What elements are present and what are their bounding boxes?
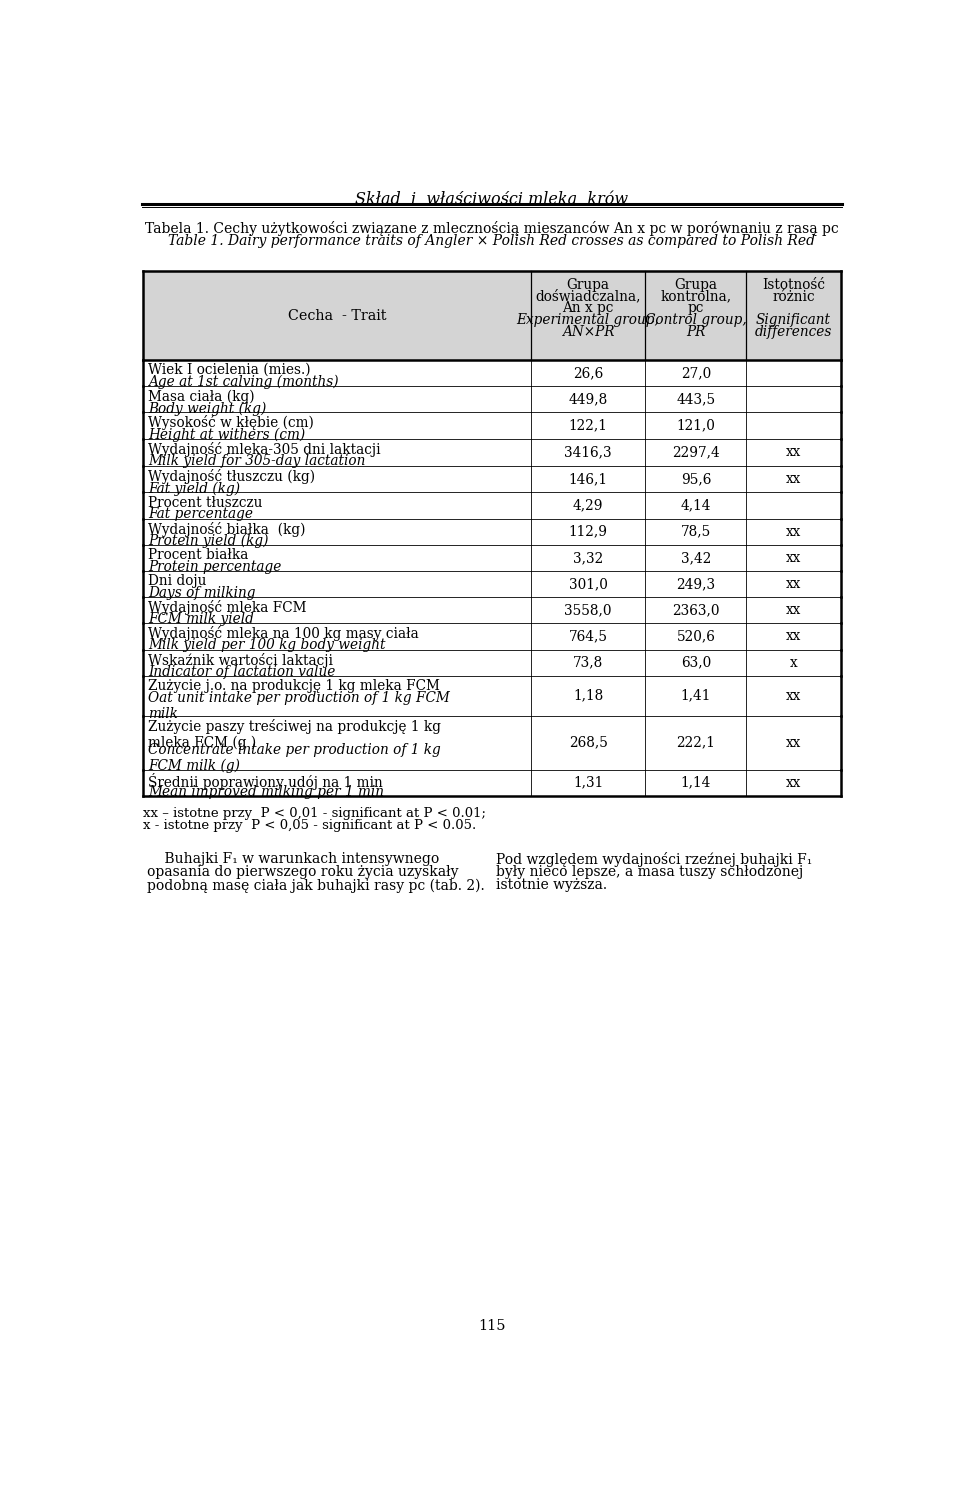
Text: 1,31: 1,31 [573, 775, 603, 790]
Text: xx: xx [786, 629, 801, 644]
Text: Średnii poprawiony udój na 1 min: Średnii poprawiony udój na 1 min [148, 772, 383, 790]
Text: 95,6: 95,6 [681, 473, 711, 486]
Text: Protein yield (kg): Protein yield (kg) [148, 534, 269, 548]
Text: Wydajność mleka FCM: Wydajność mleka FCM [148, 600, 306, 616]
Text: 4,14: 4,14 [681, 498, 711, 513]
Text: 3416,3: 3416,3 [564, 445, 612, 459]
Text: Oat unit intake per production of 1 kg FCM
milk: Oat unit intake per production of 1 kg F… [148, 691, 450, 721]
Text: FCM milk yield: FCM milk yield [148, 613, 253, 626]
Text: Grupa: Grupa [566, 277, 610, 292]
Text: 1,41: 1,41 [681, 689, 711, 703]
Text: PR: PR [686, 325, 706, 339]
Text: xx: xx [786, 576, 801, 591]
Text: 3558,0: 3558,0 [564, 604, 612, 617]
Text: Zużycie paszy treściwej na produkcję 1 kg
mleka FCM (g ): Zużycie paszy treściwej na produkcję 1 k… [148, 719, 441, 751]
Text: Wskaźnik wartości laktacji: Wskaźnik wartości laktacji [148, 653, 333, 668]
Text: xx: xx [786, 551, 801, 564]
Text: 449,8: 449,8 [568, 393, 608, 406]
Text: Masa ciała (kg): Masa ciała (kg) [148, 390, 254, 403]
Text: Cecha  - Trait: Cecha - Trait [288, 309, 386, 322]
Text: 520,6: 520,6 [677, 629, 715, 644]
Text: 2363,0: 2363,0 [672, 604, 720, 617]
Text: Table 1. Dairy performance traits of Angler × Polish Red crosses as compared to : Table 1. Dairy performance traits of Ang… [169, 235, 815, 248]
Text: differences: differences [755, 325, 832, 339]
Text: Indicator of lactation value: Indicator of lactation value [148, 665, 335, 679]
Text: xx: xx [786, 525, 801, 539]
Text: Wydajność białka  (kg): Wydajność białka (kg) [148, 522, 305, 537]
Text: x - istotne przy  P < 0,05 - significant at P < 0.05.: x - istotne przy P < 0,05 - significant … [143, 819, 476, 832]
Text: opasania do pierwszego roku życia uzyskały: opasania do pierwszego roku życia uzyska… [147, 865, 459, 879]
Text: Istotność: Istotność [762, 277, 825, 292]
Text: Days of milking: Days of milking [148, 585, 255, 600]
Text: Wydajność mleka na 100 kg masy ciała: Wydajność mleka na 100 kg masy ciała [148, 626, 419, 641]
Text: Milk yield for 305-day lactation: Milk yield for 305-day lactation [148, 453, 365, 468]
Text: xx: xx [786, 775, 801, 790]
Text: 63,0: 63,0 [681, 656, 711, 670]
Text: x: x [790, 656, 798, 670]
Text: 115: 115 [478, 1318, 506, 1332]
Text: 301,0: 301,0 [568, 576, 608, 591]
Text: 443,5: 443,5 [676, 393, 715, 406]
Text: Fat percentage: Fat percentage [148, 507, 252, 521]
Text: 3,32: 3,32 [573, 551, 603, 564]
Text: Procent tłuszczu: Procent tłuszczu [148, 495, 262, 510]
Text: Buhajki F₁ w warunkach intensywnego: Buhajki F₁ w warunkach intensywnego [147, 852, 440, 865]
Text: Experimental group,: Experimental group, [516, 313, 660, 328]
Text: 112,9: 112,9 [568, 525, 608, 539]
Text: 4,29: 4,29 [573, 498, 603, 513]
Text: Age at 1st calving (months): Age at 1st calving (months) [148, 375, 339, 390]
Bar [143, 271, 841, 360]
Text: 27,0: 27,0 [681, 366, 711, 381]
Text: doświadczalna,: doświadczalna, [536, 289, 641, 304]
Text: 122,1: 122,1 [568, 418, 608, 432]
Text: xx: xx [786, 689, 801, 703]
Text: Mean improved milking per 1 min: Mean improved milking per 1 min [148, 784, 384, 799]
Text: Concentrate intake per production of 1 kg
FCM milk (g): Concentrate intake per production of 1 k… [148, 742, 441, 774]
Text: Wysokość w kłębie (cm): Wysokość w kłębie (cm) [148, 415, 314, 430]
Text: xx: xx [786, 473, 801, 486]
Text: kontrolna,: kontrolna, [660, 289, 732, 304]
Text: 1,14: 1,14 [681, 775, 711, 790]
Text: Wydajność mleka-305 dni laktacji: Wydajność mleka-305 dni laktacji [148, 441, 380, 456]
Text: 2297,4: 2297,4 [672, 445, 720, 459]
Text: xx: xx [786, 736, 801, 749]
Text: pc: pc [687, 301, 704, 316]
Text: xx – istotne przy  P < 0,01 - significant at P < 0.01;: xx – istotne przy P < 0,01 - significant… [143, 807, 487, 820]
Text: 3,42: 3,42 [681, 551, 711, 564]
Text: 78,5: 78,5 [681, 525, 711, 539]
Text: An x pc: An x pc [563, 301, 613, 316]
Text: 26,6: 26,6 [573, 366, 603, 381]
Text: 249,3: 249,3 [676, 576, 715, 591]
Text: Tabela 1. Cechy użytkowości związane z mlecznością mieszanców An x pc w porównan: Tabela 1. Cechy użytkowości związane z m… [145, 221, 839, 236]
Text: xx: xx [786, 604, 801, 617]
Text: Grupa: Grupa [674, 277, 717, 292]
Text: Body weight (kg): Body weight (kg) [148, 402, 266, 415]
Text: 222,1: 222,1 [677, 736, 715, 749]
Text: Fat yield (kg): Fat yield (kg) [148, 482, 240, 495]
Text: Pod względem wydajności rzeźnej buhajki F₁: Pod względem wydajności rzeźnej buhajki … [496, 852, 812, 867]
Text: xx: xx [786, 445, 801, 459]
Text: Height at withers (cm): Height at withers (cm) [148, 427, 305, 442]
Text: 73,8: 73,8 [573, 656, 603, 670]
Text: 1,18: 1,18 [573, 689, 603, 703]
Text: Protein percentage: Protein percentage [148, 560, 281, 573]
Text: Dni doju: Dni doju [148, 573, 206, 588]
Text: AN×PR: AN×PR [562, 325, 614, 339]
Text: Wiek I ocielenia (mies.): Wiek I ocielenia (mies.) [148, 363, 310, 378]
Text: 764,5: 764,5 [568, 629, 608, 644]
Text: Wydajność tłuszczu (kg): Wydajność tłuszczu (kg) [148, 470, 315, 485]
Text: Procent białka: Procent białka [148, 548, 249, 561]
Text: 146,1: 146,1 [568, 473, 608, 486]
Text: Zużycie j.o. na produkcję 1 kg mleka FCM: Zużycie j.o. na produkcję 1 kg mleka FCM [148, 679, 440, 692]
Text: Significant: Significant [756, 313, 831, 328]
Text: były nieco lepsze, a masa tuszy schłodzonej: były nieco lepsze, a masa tuszy schłodzo… [496, 865, 804, 879]
Text: podobną masę ciała jak buhajki rasy pc (tab. 2).: podobną masę ciała jak buhajki rasy pc (… [147, 879, 485, 892]
Text: Control group,: Control group, [645, 313, 747, 328]
Text: Milk yield per 100 kg body weight: Milk yield per 100 kg body weight [148, 638, 385, 652]
Text: Skład  i  właściwości mleka  krów: Skład i właściwości mleka krów [355, 191, 629, 208]
Text: 268,5: 268,5 [568, 736, 608, 749]
Text: różnic: różnic [772, 289, 815, 304]
Text: 121,0: 121,0 [677, 418, 715, 432]
Text: istotnie wyższa.: istotnie wyższa. [496, 879, 607, 892]
